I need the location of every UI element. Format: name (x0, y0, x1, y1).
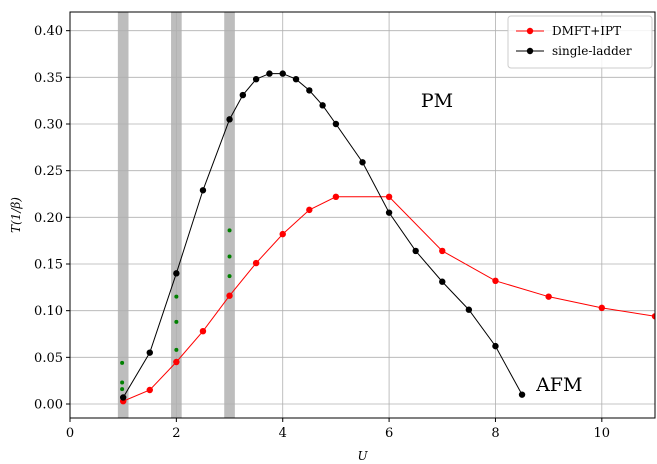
data-point-dmft-ipt (439, 247, 446, 255)
data-point-dmft-ipt (598, 304, 606, 312)
legend-label-single-ladder: single-ladder (552, 44, 632, 58)
data-point-single-ladder (518, 391, 526, 398)
annotations: PM AFM (421, 90, 583, 396)
green-points (120, 228, 232, 392)
y-tick-label: 0.30 (34, 118, 63, 133)
data-point-single-ladder (465, 306, 473, 313)
legend-marker-dmft-ipt (526, 27, 534, 35)
data-point-single-ladder (226, 116, 233, 123)
data-point-single-ladder (146, 349, 153, 356)
y-tick-label: 0.10 (34, 304, 63, 319)
data-point-single-ladder (359, 159, 366, 166)
green-data-point (227, 228, 232, 233)
shaded-band-3 (224, 12, 235, 418)
data-point-single-ladder (252, 76, 260, 83)
series-line-single-ladder (122, 73, 523, 398)
legend: DMFT+IPT single-ladder (507, 15, 653, 69)
x-tick-label: 10 (594, 426, 611, 441)
data-point-single-ladder (492, 342, 499, 350)
x-tick-label: 0 (66, 426, 74, 441)
data-point-single-ladder (332, 120, 340, 128)
shaded-band-1 (117, 12, 129, 418)
green-data-point (120, 360, 125, 365)
legend-box (507, 15, 653, 69)
data-point-single-ladder (319, 102, 326, 109)
y-tick-label: 0.00 (34, 398, 63, 413)
data-point-single-ladder (279, 70, 286, 77)
green-data-point (120, 380, 125, 385)
data-point-single-ladder (173, 270, 180, 277)
green-data-point (174, 319, 179, 324)
green-data-point (227, 274, 232, 279)
data-point-single-ladder (292, 76, 300, 83)
data-point-dmft-ipt (545, 293, 552, 300)
data-point-single-ladder (412, 247, 419, 255)
data-point-single-ladder (239, 91, 247, 99)
data-point-single-ladder (266, 70, 273, 77)
legend-marker-single-ladder (526, 47, 534, 55)
data-point-single-ladder (439, 278, 446, 285)
y-tick-label: 0.15 (34, 258, 63, 273)
x-tick-label: 6 (385, 426, 393, 441)
data-point-dmft-ipt (279, 230, 286, 238)
green-data-point (174, 294, 179, 299)
y-tick-label: 0.05 (34, 351, 63, 366)
region-label-pm: PM (421, 90, 453, 112)
plot-frame (69, 11, 656, 419)
data-point-dmft-ipt (306, 206, 313, 214)
axis-ticks: 0 2 4 6 8 10 0.00 0.05 0.10 0.15 0.20 0.25 0.30 0.35 0… (34, 24, 610, 441)
data-point-single-ladder (199, 187, 207, 194)
data-point-dmft-ipt (385, 193, 393, 200)
x-tick-label: 2 (172, 426, 180, 441)
data-point-single-ladder (385, 209, 393, 216)
grid (69, 12, 655, 418)
y-tick-label: 0.35 (34, 71, 63, 86)
x-tick-label: 4 (279, 426, 287, 441)
y-tick-label: 0.40 (34, 24, 63, 39)
y-tick-label: 0.20 (34, 211, 63, 226)
x-tick-label: 8 (491, 426, 499, 441)
green-data-point (120, 387, 125, 392)
data-point-dmft-ipt (173, 358, 180, 366)
data-point-dmft-ipt (492, 277, 499, 284)
data-point-dmft-ipt (146, 386, 153, 394)
data-point-single-ladder (119, 394, 127, 401)
region-label-afm: AFM (535, 374, 582, 396)
data-point-dmft-ipt (252, 259, 260, 267)
data-point-dmft-ipt (651, 313, 655, 320)
x-axis-label: U (357, 449, 368, 463)
data-point-single-ladder (306, 87, 313, 94)
series-layer (119, 70, 655, 405)
y-tick-label: 0.25 (34, 164, 63, 179)
green-data-point (227, 254, 232, 259)
legend-label-dmft-ipt: DMFT+IPT (552, 24, 621, 38)
y-axis-label: T(1/β) (9, 197, 23, 233)
green-data-point (174, 347, 179, 352)
data-point-dmft-ipt (226, 292, 233, 299)
data-point-dmft-ipt (199, 328, 207, 335)
data-point-dmft-ipt (332, 193, 340, 200)
